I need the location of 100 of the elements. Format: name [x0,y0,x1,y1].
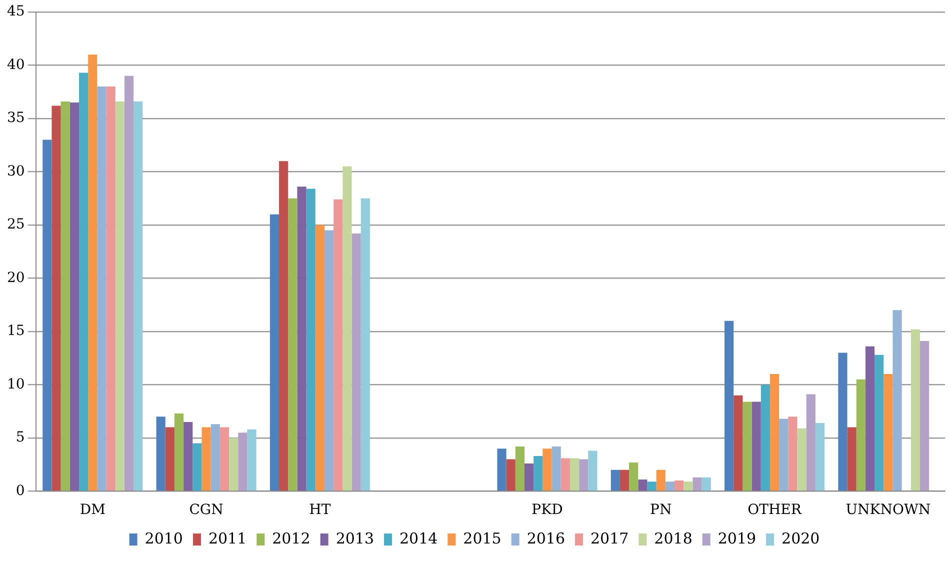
bar [165,427,174,491]
bar [865,346,875,491]
bar [684,482,693,491]
bar [60,101,70,491]
y-tick-label: 30 [6,163,25,180]
y-tick-label: 0 [16,482,25,499]
bar [884,374,893,491]
legend-label: 2019 [718,529,756,548]
bar [497,448,506,491]
bar [184,422,193,491]
legend-label: 2012 [272,529,310,548]
bar [665,482,675,491]
bar [270,214,280,491]
bar [752,402,761,491]
bar [579,459,588,491]
bar [847,427,856,491]
bar [856,379,866,491]
bar [724,320,734,491]
bar [229,438,238,491]
x-tick-label: HT [309,502,332,518]
bar [534,456,543,491]
bar [742,402,752,491]
legend-label: 2011 [208,529,247,548]
bar [97,86,106,491]
bar [760,384,770,491]
bar [779,418,788,491]
bar [124,76,134,491]
bar [910,329,920,491]
bar [306,188,316,491]
bar [324,230,334,491]
bar [220,427,230,491]
legend-label: 2017 [590,529,629,548]
y-tick-label: 35 [6,110,25,126]
bar [560,458,570,491]
bar [134,101,143,491]
y-tick-label: 25 [6,216,25,233]
bar [524,464,534,491]
x-tick-label: OTHER [748,502,802,518]
x-tick-label: PN [650,502,672,518]
bar [342,166,352,491]
bar [920,341,930,491]
bar [352,233,361,491]
bar [552,446,561,491]
bar [515,446,524,491]
bar [815,423,825,491]
legend-label: 2015 [463,529,502,548]
bar [806,394,816,491]
bar [52,106,61,491]
bar [247,429,256,491]
bar [892,310,902,491]
bar [647,482,656,491]
bar [588,450,598,491]
bar [506,459,516,491]
bar [334,199,343,491]
bar [106,86,116,491]
bar [297,186,306,491]
y-tick-label: 10 [6,376,25,392]
bar [610,470,620,491]
x-tick-label: CGN [189,502,224,518]
y-tick-label: 20 [6,270,25,286]
bar [202,427,211,491]
bar [88,54,98,491]
bar [192,443,202,491]
bar [288,198,298,491]
bar [70,102,79,491]
legend-label: 2016 [526,529,566,548]
bar [238,432,248,491]
bar [638,479,648,491]
legend-label: 2013 [336,529,374,548]
bar [210,424,220,491]
y-tick-label: 45 [6,4,25,20]
bar [702,477,711,491]
x-tick-label: PKD [532,502,563,518]
y-tick-label: 5 [16,430,25,446]
legend-label: 2020 [782,529,820,548]
bar [620,470,630,491]
y-tick-label: 15 [6,323,25,340]
bar [315,224,324,491]
bar [542,448,552,491]
bar [629,462,638,491]
legend-label: 2014 [399,529,438,548]
bar [174,413,184,491]
bar [570,458,580,491]
x-tick-label: UNKNOWN [846,502,931,518]
x-tick-label: DM [80,502,106,518]
bar [797,428,806,491]
bar [360,198,370,491]
bar [734,395,743,491]
bar [42,140,52,491]
bar [279,161,288,491]
bar [788,416,798,491]
bar [674,480,684,491]
bar [770,374,780,491]
bar [838,352,848,491]
bar [79,72,88,491]
bar [692,477,702,491]
bar [656,470,666,491]
y-tick-label: 40 [6,56,25,73]
bar [156,416,166,491]
legend-label: 2010 [144,529,183,548]
